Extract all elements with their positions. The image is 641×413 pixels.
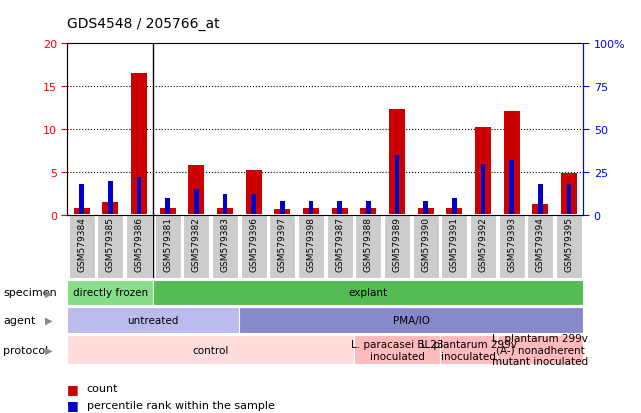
- FancyBboxPatch shape: [67, 308, 239, 333]
- Bar: [274, 209, 290, 216]
- FancyBboxPatch shape: [499, 215, 524, 279]
- Bar: [533, 204, 548, 216]
- Bar: [188, 166, 204, 216]
- Bar: [103, 203, 118, 216]
- FancyBboxPatch shape: [97, 215, 123, 279]
- Text: ▶: ▶: [45, 315, 53, 325]
- FancyBboxPatch shape: [440, 335, 497, 365]
- Bar: [217, 209, 233, 216]
- Bar: [366, 202, 370, 216]
- Text: L. paracasei BL23
inoculated: L. paracasei BL23 inoculated: [351, 339, 443, 361]
- Bar: [74, 209, 90, 216]
- Text: GSM579388: GSM579388: [364, 217, 373, 272]
- FancyBboxPatch shape: [239, 308, 583, 333]
- Text: GSM579395: GSM579395: [565, 217, 574, 272]
- Text: PMA/IO: PMA/IO: [393, 315, 430, 325]
- FancyBboxPatch shape: [354, 335, 440, 365]
- Text: agent: agent: [3, 315, 36, 325]
- Text: GSM579392: GSM579392: [478, 217, 487, 271]
- FancyBboxPatch shape: [355, 215, 381, 279]
- Bar: [160, 209, 176, 216]
- Bar: [538, 185, 543, 216]
- FancyBboxPatch shape: [153, 280, 583, 305]
- FancyBboxPatch shape: [126, 215, 152, 279]
- Text: GSM579396: GSM579396: [249, 217, 258, 272]
- Bar: [567, 185, 571, 216]
- Text: GSM579386: GSM579386: [135, 217, 144, 272]
- Text: ▶: ▶: [45, 287, 53, 298]
- FancyBboxPatch shape: [212, 215, 238, 279]
- Text: GSM579383: GSM579383: [221, 217, 229, 272]
- Text: L. plantarum 299v
inoculated: L. plantarum 299v inoculated: [420, 339, 517, 361]
- FancyBboxPatch shape: [470, 215, 496, 279]
- Bar: [246, 171, 262, 216]
- Bar: [108, 181, 113, 216]
- FancyBboxPatch shape: [241, 215, 267, 279]
- Bar: [418, 209, 433, 216]
- Text: directly frozen: directly frozen: [72, 287, 148, 298]
- Bar: [360, 209, 376, 216]
- Text: ■: ■: [67, 398, 79, 411]
- FancyBboxPatch shape: [67, 280, 153, 305]
- Bar: [308, 202, 313, 216]
- FancyBboxPatch shape: [183, 215, 209, 279]
- FancyBboxPatch shape: [67, 335, 354, 365]
- Text: GSM579382: GSM579382: [192, 217, 201, 271]
- Bar: [452, 198, 456, 216]
- Text: GSM579384: GSM579384: [77, 217, 86, 271]
- Bar: [222, 195, 228, 216]
- FancyBboxPatch shape: [413, 215, 438, 279]
- Text: GSM579398: GSM579398: [306, 217, 315, 272]
- Text: GDS4548 / 205766_at: GDS4548 / 205766_at: [67, 17, 220, 31]
- Text: percentile rank within the sample: percentile rank within the sample: [87, 400, 274, 410]
- Bar: [251, 195, 256, 216]
- Bar: [475, 128, 491, 216]
- Text: GSM579390: GSM579390: [421, 217, 430, 272]
- Text: L. plantarum 299v
(A-) nonadherent
mutant inoculated: L. plantarum 299v (A-) nonadherent mutan…: [492, 333, 588, 367]
- Text: GSM579391: GSM579391: [450, 217, 459, 272]
- Bar: [395, 156, 399, 216]
- Text: GSM579393: GSM579393: [507, 217, 516, 272]
- FancyBboxPatch shape: [298, 215, 324, 279]
- Text: GSM579381: GSM579381: [163, 217, 172, 272]
- Text: specimen: specimen: [3, 287, 57, 298]
- FancyBboxPatch shape: [69, 215, 94, 279]
- Bar: [165, 198, 170, 216]
- Bar: [389, 109, 405, 216]
- Bar: [446, 209, 462, 216]
- Bar: [131, 74, 147, 216]
- Bar: [423, 202, 428, 216]
- FancyBboxPatch shape: [269, 215, 296, 279]
- Bar: [510, 161, 514, 216]
- FancyBboxPatch shape: [442, 215, 467, 279]
- Text: protocol: protocol: [3, 345, 49, 355]
- Bar: [337, 202, 342, 216]
- FancyBboxPatch shape: [556, 215, 582, 279]
- Text: GSM579387: GSM579387: [335, 217, 344, 272]
- Bar: [561, 173, 577, 216]
- Text: GSM579394: GSM579394: [536, 217, 545, 271]
- Text: untreated: untreated: [128, 315, 179, 325]
- Text: GSM579385: GSM579385: [106, 217, 115, 272]
- Bar: [137, 178, 141, 216]
- Bar: [280, 202, 285, 216]
- FancyBboxPatch shape: [384, 215, 410, 279]
- FancyBboxPatch shape: [528, 215, 553, 279]
- Bar: [79, 185, 84, 216]
- Text: count: count: [87, 383, 118, 393]
- Text: GSM579397: GSM579397: [278, 217, 287, 272]
- Bar: [194, 190, 199, 216]
- Bar: [303, 209, 319, 216]
- FancyBboxPatch shape: [497, 335, 583, 365]
- Text: control: control: [192, 345, 229, 355]
- Text: GSM579389: GSM579389: [392, 217, 401, 272]
- Bar: [481, 164, 485, 216]
- FancyBboxPatch shape: [327, 215, 353, 279]
- Bar: [504, 112, 519, 216]
- Text: ▶: ▶: [45, 345, 53, 355]
- FancyBboxPatch shape: [154, 215, 181, 279]
- Bar: [332, 209, 347, 216]
- Text: ■: ■: [67, 382, 79, 395]
- Text: explant: explant: [349, 287, 388, 298]
